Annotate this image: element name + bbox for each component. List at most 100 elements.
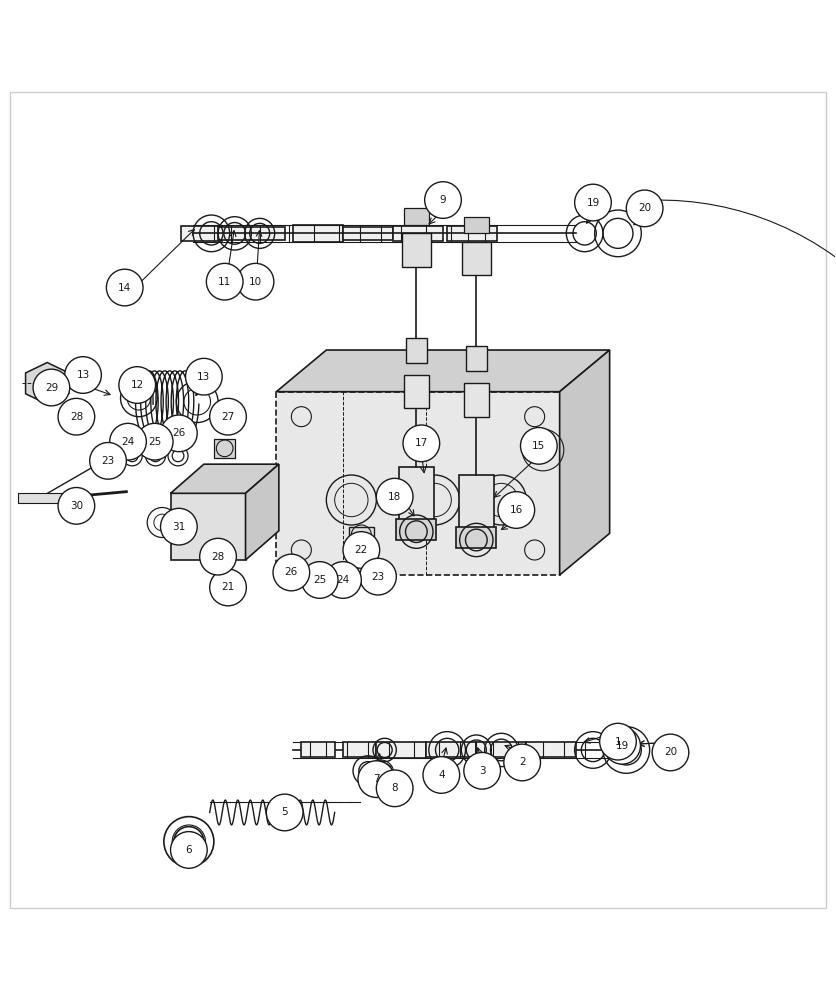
Text: 4: 4 xyxy=(438,770,445,780)
Circle shape xyxy=(574,184,611,221)
Text: 13: 13 xyxy=(76,370,89,380)
Text: 31: 31 xyxy=(172,522,186,532)
Polygon shape xyxy=(559,350,609,575)
Text: 6: 6 xyxy=(186,845,192,855)
Text: 7: 7 xyxy=(373,774,380,784)
Text: 12: 12 xyxy=(130,380,144,390)
Circle shape xyxy=(136,423,173,460)
Circle shape xyxy=(359,558,396,595)
Text: 5: 5 xyxy=(282,807,288,817)
FancyBboxPatch shape xyxy=(456,527,497,548)
Text: 26: 26 xyxy=(285,567,298,577)
Text: 13: 13 xyxy=(197,372,211,382)
Circle shape xyxy=(33,369,69,406)
FancyBboxPatch shape xyxy=(527,742,576,757)
Circle shape xyxy=(358,761,395,797)
Text: 11: 11 xyxy=(218,277,232,287)
Circle shape xyxy=(161,415,197,452)
FancyBboxPatch shape xyxy=(402,233,431,267)
FancyBboxPatch shape xyxy=(459,475,494,533)
Circle shape xyxy=(186,358,222,395)
Circle shape xyxy=(161,508,197,545)
Text: 30: 30 xyxy=(70,501,83,511)
Circle shape xyxy=(64,357,101,393)
Circle shape xyxy=(498,492,535,528)
FancyBboxPatch shape xyxy=(464,217,489,233)
Text: 20: 20 xyxy=(664,747,677,757)
Text: 9: 9 xyxy=(440,195,446,205)
Circle shape xyxy=(425,182,461,218)
FancyBboxPatch shape xyxy=(396,519,436,540)
FancyBboxPatch shape xyxy=(404,375,429,408)
FancyBboxPatch shape xyxy=(393,226,443,241)
Polygon shape xyxy=(246,464,279,560)
FancyBboxPatch shape xyxy=(293,225,343,242)
FancyBboxPatch shape xyxy=(218,227,285,240)
Circle shape xyxy=(237,263,274,300)
FancyBboxPatch shape xyxy=(343,742,376,757)
Polygon shape xyxy=(26,363,69,404)
Polygon shape xyxy=(277,350,609,392)
Ellipse shape xyxy=(218,537,232,550)
Circle shape xyxy=(89,443,126,479)
Text: 8: 8 xyxy=(391,783,398,793)
Circle shape xyxy=(599,723,636,760)
FancyBboxPatch shape xyxy=(18,493,84,503)
Circle shape xyxy=(171,832,207,868)
Circle shape xyxy=(210,398,247,435)
Circle shape xyxy=(58,488,94,524)
FancyBboxPatch shape xyxy=(343,227,393,240)
Circle shape xyxy=(119,367,155,403)
FancyBboxPatch shape xyxy=(349,527,374,543)
Circle shape xyxy=(58,398,94,435)
Text: 23: 23 xyxy=(101,456,115,466)
Text: 24: 24 xyxy=(121,437,135,447)
FancyBboxPatch shape xyxy=(181,226,222,241)
Ellipse shape xyxy=(68,413,84,429)
FancyBboxPatch shape xyxy=(461,242,491,275)
FancyBboxPatch shape xyxy=(466,346,487,371)
Text: 19: 19 xyxy=(615,741,629,751)
Circle shape xyxy=(652,734,689,771)
Text: 16: 16 xyxy=(510,505,523,515)
Circle shape xyxy=(403,425,440,462)
FancyBboxPatch shape xyxy=(399,467,434,525)
FancyBboxPatch shape xyxy=(464,383,489,417)
FancyBboxPatch shape xyxy=(376,742,426,758)
FancyBboxPatch shape xyxy=(477,742,527,757)
Text: 26: 26 xyxy=(172,428,186,438)
FancyBboxPatch shape xyxy=(171,493,246,560)
Text: 15: 15 xyxy=(533,441,545,451)
Circle shape xyxy=(106,269,143,306)
Text: 17: 17 xyxy=(415,438,428,448)
Text: 22: 22 xyxy=(354,545,368,555)
Ellipse shape xyxy=(210,550,227,567)
Polygon shape xyxy=(171,464,279,493)
Text: 23: 23 xyxy=(371,572,385,582)
Circle shape xyxy=(343,532,380,568)
Circle shape xyxy=(626,190,663,227)
Text: 14: 14 xyxy=(118,283,131,293)
Text: 3: 3 xyxy=(479,766,486,776)
Text: 18: 18 xyxy=(388,492,401,502)
Text: 21: 21 xyxy=(222,582,235,592)
FancyBboxPatch shape xyxy=(301,742,334,757)
Text: 24: 24 xyxy=(336,575,349,585)
FancyBboxPatch shape xyxy=(214,439,235,458)
FancyBboxPatch shape xyxy=(404,208,429,225)
FancyBboxPatch shape xyxy=(426,742,477,757)
Text: 27: 27 xyxy=(222,412,235,422)
Text: 25: 25 xyxy=(313,575,326,585)
Text: 20: 20 xyxy=(638,203,651,213)
Circle shape xyxy=(604,727,640,764)
Circle shape xyxy=(504,744,541,781)
Circle shape xyxy=(324,562,361,598)
Text: 2: 2 xyxy=(519,757,526,767)
Circle shape xyxy=(376,770,413,807)
Circle shape xyxy=(301,562,338,598)
Circle shape xyxy=(376,478,413,515)
Circle shape xyxy=(210,569,247,606)
Circle shape xyxy=(200,538,237,575)
Circle shape xyxy=(273,554,309,591)
Text: 28: 28 xyxy=(212,552,225,562)
